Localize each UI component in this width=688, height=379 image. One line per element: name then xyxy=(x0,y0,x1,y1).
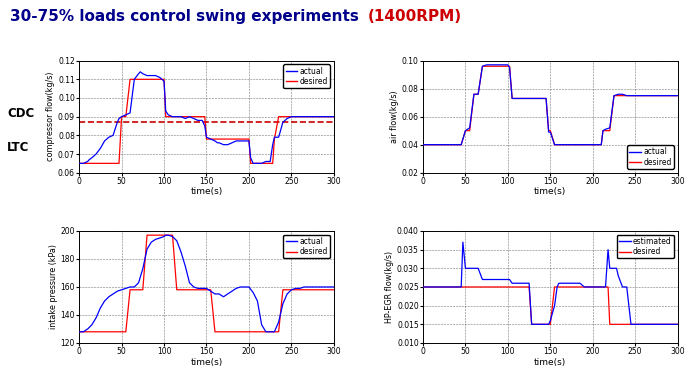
Y-axis label: HP-EGR flow(kg/s): HP-EGR flow(kg/s) xyxy=(385,251,394,323)
Legend: actual, desired: actual, desired xyxy=(283,64,330,88)
Y-axis label: compressor flow(kg/s): compressor flow(kg/s) xyxy=(46,72,55,161)
X-axis label: time(s): time(s) xyxy=(534,187,566,196)
Text: (1400RPM): (1400RPM) xyxy=(368,9,462,25)
Text: CDC: CDC xyxy=(7,107,34,120)
X-axis label: time(s): time(s) xyxy=(191,187,223,196)
X-axis label: time(s): time(s) xyxy=(191,357,223,366)
X-axis label: time(s): time(s) xyxy=(534,357,566,366)
Y-axis label: air flow(kg/s): air flow(kg/s) xyxy=(390,90,399,143)
Legend: estimated, desired: estimated, desired xyxy=(616,235,674,258)
Y-axis label: intake pressure (kPa): intake pressure (kPa) xyxy=(49,244,58,329)
Text: 30-75% loads control swing experiments: 30-75% loads control swing experiments xyxy=(10,9,365,25)
Legend: actual, desired: actual, desired xyxy=(627,145,674,169)
Legend: actual, desired: actual, desired xyxy=(283,235,330,258)
Text: LTC: LTC xyxy=(7,141,30,154)
